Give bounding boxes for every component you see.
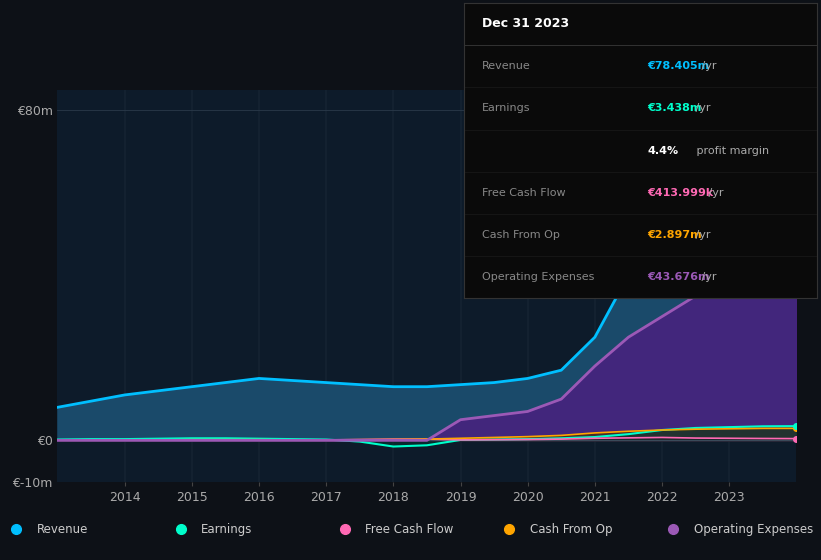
Text: Operating Expenses: Operating Expenses xyxy=(694,522,813,536)
Text: Free Cash Flow: Free Cash Flow xyxy=(365,522,454,536)
Text: €78.405m: €78.405m xyxy=(648,61,709,71)
Text: Cash From Op: Cash From Op xyxy=(481,230,559,240)
Text: €43.676m: €43.676m xyxy=(648,272,710,282)
Text: /yr: /yr xyxy=(692,230,710,240)
Text: /yr: /yr xyxy=(699,272,717,282)
Text: Cash From Op: Cash From Op xyxy=(530,522,612,536)
Text: Revenue: Revenue xyxy=(37,522,89,536)
Text: /yr: /yr xyxy=(704,188,723,198)
Text: profit margin: profit margin xyxy=(693,146,769,156)
Text: Dec 31 2023: Dec 31 2023 xyxy=(481,17,569,30)
Text: €2.897m: €2.897m xyxy=(648,230,702,240)
Text: €413.999k: €413.999k xyxy=(648,188,713,198)
Text: €3.438m: €3.438m xyxy=(648,104,702,113)
Text: /yr: /yr xyxy=(699,61,717,71)
Text: Revenue: Revenue xyxy=(481,61,530,71)
Text: Operating Expenses: Operating Expenses xyxy=(481,272,594,282)
Text: Earnings: Earnings xyxy=(201,522,253,536)
Text: 4.4%: 4.4% xyxy=(648,146,679,156)
Text: /yr: /yr xyxy=(692,104,710,113)
Text: Free Cash Flow: Free Cash Flow xyxy=(481,188,565,198)
Text: Earnings: Earnings xyxy=(481,104,530,113)
